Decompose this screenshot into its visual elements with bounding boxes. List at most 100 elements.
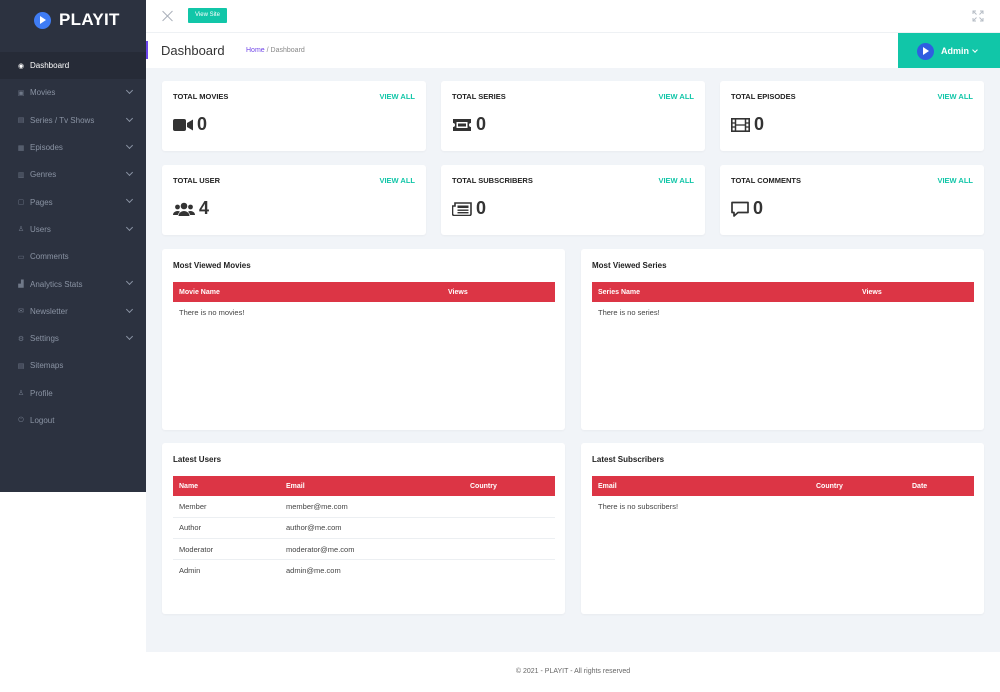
gear-icon: ⚙ (17, 335, 25, 343)
sidebar-item-label: Profile (30, 388, 53, 398)
table-header: Email (592, 476, 810, 496)
most-viewed-movies-table: Movie Name Views There is no movies! (173, 282, 555, 323)
user-email: author@me.com (280, 517, 464, 540)
stat-value-wrap: 0 (173, 114, 207, 135)
sidebar-item-dashboard[interactable]: ◉ Dashboard (0, 52, 146, 80)
stat-value-wrap: 4 (173, 198, 209, 219)
user-email: moderator@me.com (280, 538, 464, 561)
sidebar-item-pages[interactable]: ▢ Pages (0, 188, 146, 215)
ticket-icon (453, 118, 471, 131)
empty-message: There is no series! (598, 308, 660, 318)
breadcrumb-home-link[interactable]: Home (246, 47, 265, 54)
sidebar-item-newsletter[interactable]: ✉ Newsletter (0, 298, 146, 325)
logo[interactable]: PLAYIT (0, 0, 146, 40)
panel-title: Most Viewed Series (592, 261, 667, 270)
comment-icon (731, 201, 749, 217)
sidebar-item-sitemaps[interactable]: ▤ Sitemaps (0, 352, 146, 379)
stat-title: TOTAL COMMENTS (731, 176, 801, 185)
power-icon: ⏻ (18, 416, 24, 424)
chart-icon: ▟ (18, 281, 24, 289)
chevron-down-icon (125, 169, 134, 177)
stat-value: 4 (199, 198, 210, 218)
chevron-down-icon (125, 114, 134, 122)
user-icon: ♙ (17, 226, 25, 234)
close-sidebar-icon[interactable] (162, 10, 174, 22)
empty-message: There is no movies! (179, 308, 245, 318)
user-country (464, 538, 555, 561)
table-header: Views (442, 282, 555, 302)
sidebar-item-settings[interactable]: ⚙ Settings (0, 325, 146, 352)
table-header: Email (280, 476, 464, 496)
latest-users-panel: Latest Users Name Email Country Member me… (162, 443, 565, 614)
user-name: Admin (179, 566, 201, 576)
stat-title: TOTAL SERIES (452, 92, 506, 101)
view-all-link[interactable]: VIEW ALL (379, 176, 415, 185)
stat-value: 0 (753, 198, 764, 218)
chevron-down-icon (125, 196, 134, 204)
user-email: admin@me.com (286, 566, 341, 576)
user-country (464, 560, 555, 581)
stat-card-subscribers: TOTAL SUBSCRIBERS VIEW ALL 0 (441, 165, 705, 235)
chevron-down-icon (125, 87, 134, 95)
user-menu-button[interactable]: Admin (898, 33, 1000, 69)
chevron-down-icon (125, 278, 134, 286)
header-accent-bar (146, 41, 148, 59)
sidebar-item-label: Episodes (30, 143, 63, 153)
sidebar-item-label: Series / Tv Shows (30, 115, 95, 125)
view-all-link[interactable]: VIEW ALL (379, 92, 415, 101)
video-icon: ▣ (17, 89, 25, 97)
chevron-down-icon (125, 223, 134, 231)
view-all-link[interactable]: VIEW ALL (658, 176, 694, 185)
table-header: Country (810, 476, 906, 496)
avatar (917, 42, 934, 60)
sidebar-item-label: Dashboard (30, 61, 70, 71)
mail-icon: ✉ (18, 308, 24, 316)
sidebar-item-movies[interactable]: ▣ Movies (0, 79, 146, 106)
user-name: Moderator (173, 538, 280, 561)
sidebar-item-users[interactable]: ♙ Users (0, 216, 146, 243)
view-all-link[interactable]: VIEW ALL (937, 92, 973, 101)
view-all-link[interactable]: VIEW ALL (658, 92, 694, 101)
profile-icon: ♙ (17, 390, 25, 398)
view-site-button[interactable]: View Site (188, 8, 227, 23)
table-row[interactable]: Member member@me.com (173, 496, 555, 518)
view-all-link[interactable]: VIEW ALL (937, 176, 973, 185)
ticket-icon: ▤ (17, 117, 25, 125)
user-name: Member (173, 496, 280, 518)
stat-card-episodes: TOTAL EPISODES VIEW ALL 0 (720, 81, 984, 151)
most-viewed-series-panel: Most Viewed Series Series Name Views The… (581, 249, 984, 430)
sidebar-item-label: Logout (30, 416, 55, 425)
stat-value: 0 (476, 198, 487, 218)
footer: © 2021 - PLAYIT - All rights reserved (146, 652, 1000, 689)
stat-value: 0 (754, 114, 765, 134)
table-header: Country (464, 476, 555, 496)
sidebar-item-label: Settings (30, 334, 59, 344)
sidebar-item-episodes[interactable]: ▦ Episodes (0, 134, 146, 161)
sidebar-item-series-tv-shows[interactable]: ▤ Series / Tv Shows (0, 107, 146, 134)
main-content: TOTAL MOVIES VIEW ALL 0 TOTAL SERIES VIE… (146, 68, 1000, 652)
table-header: Views (856, 282, 974, 302)
fullscreen-icon[interactable] (972, 10, 984, 22)
stat-card-movies: TOTAL MOVIES VIEW ALL 0 (162, 81, 426, 151)
user-country (464, 496, 555, 518)
panel-title: Latest Subscribers (592, 455, 665, 464)
video-camera-icon (173, 118, 193, 131)
sidebar-item-label: Users (30, 224, 51, 234)
eye-icon: ◉ (17, 62, 25, 70)
table-row[interactable]: Author author@me.com (173, 517, 555, 540)
sidebar-item-genres[interactable]: ▥ Genres (0, 161, 146, 188)
user-menu-label: Admin (941, 46, 969, 56)
sidebar-item-comments[interactable]: ▭ Comments (0, 243, 146, 270)
sidebar-item-logout[interactable]: ⏻ Logout (0, 407, 146, 434)
table-row[interactable]: Moderator moderator@me.com (173, 538, 555, 561)
stat-value: 0 (197, 114, 208, 134)
breadcrumb: Home / Dashboard (246, 47, 305, 54)
play-logo-icon (34, 11, 51, 29)
sidebar-item-analytics-stats[interactable]: ▟ Analytics Stats (0, 270, 146, 297)
table-row[interactable]: Admin admin@me.com (173, 560, 555, 581)
sidebar-item-label: Analytics Stats (30, 279, 83, 289)
sidebar-item-profile[interactable]: ♙ Profile (0, 380, 146, 407)
user-name: Author (173, 517, 280, 540)
most-viewed-movies-panel: Most Viewed Movies Movie Name Views Ther… (162, 249, 565, 430)
sidebar: PLAYIT ◉ Dashboard ▣ Movies ▤ Series / Tv Sho… (0, 0, 146, 492)
